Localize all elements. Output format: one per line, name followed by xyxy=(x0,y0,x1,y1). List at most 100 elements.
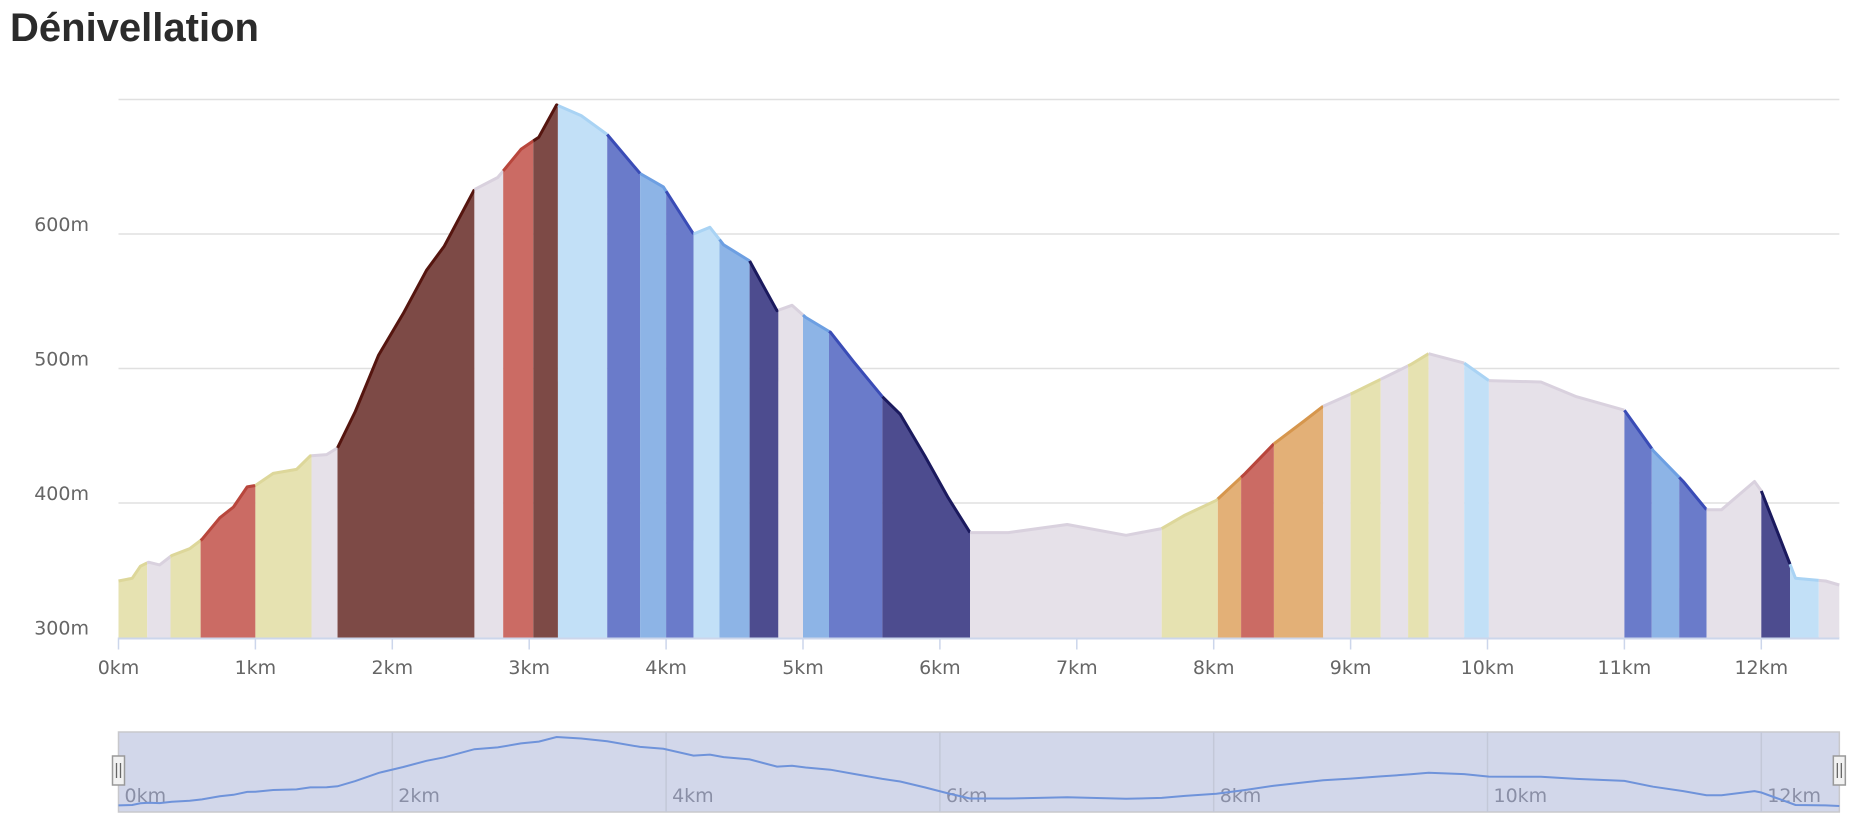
navigator-tick-label: 12km xyxy=(1767,785,1821,807)
x-tick-label: 4km xyxy=(645,657,687,679)
segment-area-blue xyxy=(1679,477,1707,638)
x-tick-label: 6km xyxy=(919,657,961,679)
segment-line-midblue xyxy=(639,172,668,192)
handle-body xyxy=(111,755,126,786)
segment-line-grey xyxy=(1706,480,1763,512)
segment-area-grey xyxy=(1323,394,1351,638)
segment-area-navy xyxy=(1761,490,1791,638)
segment-area-grey xyxy=(1380,365,1409,638)
segment-area-grey xyxy=(1428,353,1465,638)
segment-line-brown xyxy=(336,188,476,449)
segment-line-grey xyxy=(1818,578,1840,587)
segment-area-red xyxy=(1241,443,1274,638)
segment-line-navy xyxy=(748,260,779,313)
x-tick-label: 10km xyxy=(1461,657,1515,679)
navigator-left-handle[interactable] xyxy=(111,755,126,786)
navigator-tick-label: 6km xyxy=(946,785,988,807)
y-tick-label: 500m xyxy=(34,349,89,371)
navigator-series-line xyxy=(118,735,1840,807)
segment-area-yellow xyxy=(118,562,148,638)
segment-line-yellow xyxy=(1160,497,1219,530)
segment-area-blue xyxy=(607,134,641,638)
segment-area-yellow xyxy=(255,455,312,638)
segment-line-lightblue xyxy=(1463,361,1490,382)
segment-area-midblue xyxy=(640,173,667,638)
segment-area-grey xyxy=(474,170,504,638)
segment-line-midblue xyxy=(802,313,830,333)
segment-area-lightblue xyxy=(1464,363,1489,638)
navigator-tick-label: 4km xyxy=(672,785,714,807)
segment-area-lightblue xyxy=(557,105,608,638)
segment-area-grey xyxy=(311,447,338,638)
segment-line-grey xyxy=(970,523,1162,537)
segment-line-blue xyxy=(664,190,695,235)
x-tick-label: 7km xyxy=(1056,657,1098,679)
navigator[interactable]: 0km 2km 4km 6km 8km 10km 12km xyxy=(111,731,1847,813)
x-tick-label: 5km xyxy=(782,657,824,679)
x-tick-label: 2km xyxy=(371,657,413,679)
x-tick-label: 0km xyxy=(98,657,140,679)
segment-area-midblue xyxy=(1651,448,1680,638)
segment-line-grey xyxy=(1322,392,1352,408)
y-tick-label: 400m xyxy=(34,483,89,505)
segment-line-grey xyxy=(777,303,804,317)
segment-line-grey xyxy=(1488,379,1625,412)
segment-line-navy xyxy=(881,395,972,534)
x-tick-label: 9km xyxy=(1330,657,1372,679)
segment-area-grey xyxy=(147,556,171,638)
segment-line-grey xyxy=(473,169,505,191)
navigator-tick-label: 0km xyxy=(125,785,167,807)
segment-line-blue xyxy=(1623,409,1654,450)
elevation-segments xyxy=(118,103,1840,638)
segment-line-midblue xyxy=(718,238,751,263)
x-tick-label: 11km xyxy=(1598,657,1652,679)
segment-area-lightblue xyxy=(1790,564,1819,638)
segment-line-midblue xyxy=(1650,447,1681,479)
segment-area-lightblue xyxy=(693,227,720,638)
handle-body xyxy=(1832,755,1847,786)
segment-line-grey xyxy=(1428,352,1465,365)
segment-line-red xyxy=(1240,442,1275,479)
segment-line-lightblue xyxy=(692,225,721,241)
x-tick-label: 8km xyxy=(1193,657,1235,679)
segment-area-red xyxy=(200,485,256,638)
segment-area-midblue xyxy=(719,239,750,638)
segment-area-navy xyxy=(882,396,971,638)
axes: 300m 400m 500m 600m 0km 1km 2km 3km 4km 5km 6km 7km… xyxy=(34,214,1840,679)
navigator-tick-label: 10km xyxy=(1494,785,1548,807)
segment-line-grey xyxy=(1380,364,1409,381)
segment-area-grey xyxy=(1488,380,1625,638)
segment-area-blue xyxy=(829,331,883,638)
x-tick-label: 12km xyxy=(1734,657,1788,679)
segment-area-red xyxy=(503,140,534,638)
segment-area-yellow xyxy=(1161,499,1218,638)
segment-line-orange xyxy=(1272,405,1325,445)
segment-line-lightblue xyxy=(557,104,609,136)
segment-line-yellow xyxy=(1407,352,1430,368)
segment-area-grey xyxy=(1818,580,1840,638)
segment-line-grey xyxy=(146,555,172,567)
segment-area-grey xyxy=(970,524,1162,638)
segment-area-yellow xyxy=(170,540,201,638)
segment-area-navy xyxy=(749,260,779,638)
segment-area-grey xyxy=(1706,481,1762,638)
navigator-tick-label: 8km xyxy=(1220,785,1262,807)
x-tick-label: 1km xyxy=(235,657,277,679)
segment-line-blue xyxy=(606,133,642,175)
segment-line-navy xyxy=(1759,490,1792,565)
segment-line-blue xyxy=(828,330,884,398)
segment-line-blue xyxy=(1678,476,1708,511)
segment-line-grey xyxy=(311,446,339,458)
segment-area-blue xyxy=(666,191,694,638)
segment-area-orange xyxy=(1217,477,1242,638)
navigator-right-handle[interactable] xyxy=(1832,755,1847,786)
chart-title: Dénivellation xyxy=(10,6,259,50)
segment-area-orange xyxy=(1273,406,1324,638)
segment-line-red xyxy=(199,484,256,542)
x-tick-label: 3km xyxy=(508,657,550,679)
segment-area-midblue xyxy=(803,315,830,638)
segment-area-grey xyxy=(778,305,803,638)
segment-line-red xyxy=(502,139,535,172)
segment-line-lightblue xyxy=(1788,563,1819,582)
